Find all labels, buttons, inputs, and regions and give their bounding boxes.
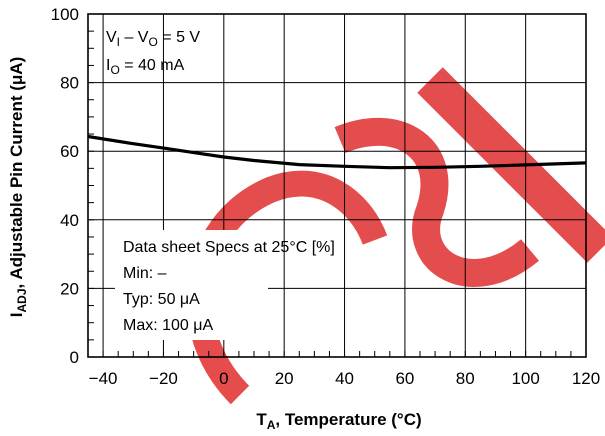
- series-line: [87, 134, 587, 170]
- x-tick-label: −20: [149, 369, 178, 388]
- x-tick-label: 40: [335, 369, 354, 388]
- x-tick-label: −40: [89, 369, 118, 388]
- y-tick-label: 60: [60, 142, 79, 161]
- specs-max: Max: 100 μA: [123, 317, 213, 334]
- x-tick-label: 100: [511, 369, 539, 388]
- condition-voltage: VI – VO = 5 V: [106, 29, 200, 49]
- x-tick-label: 20: [275, 369, 294, 388]
- x-tick-label: 80: [456, 369, 475, 388]
- y-tick-label: 40: [60, 211, 79, 230]
- x-tick-label: 0: [219, 369, 228, 388]
- y-tick-label: 100: [51, 5, 79, 24]
- x-tick-label: 60: [395, 369, 414, 388]
- y-tick-label: 80: [60, 74, 79, 93]
- y-tick-labels: 0 20 40 60 80 100: [51, 5, 79, 367]
- x-axis-label: TA, Temperature (°C): [256, 410, 421, 432]
- x-tick-label: 120: [572, 369, 600, 388]
- specs-typ: Typ: 50 μA: [123, 291, 200, 308]
- specs-min: Min: –: [123, 265, 167, 282]
- condition-current: IO = 40 mA: [106, 57, 185, 77]
- x-tick-labels: −40 −20 0 20 40 60 80 100 120: [89, 369, 601, 388]
- minor-ticks: [87, 13, 587, 358]
- y-axis-label: IADJ, Adjustable Pin Current (μA): [7, 57, 29, 317]
- y-tick-label: 0: [70, 348, 79, 367]
- specs-title: Data sheet Specs at 25°C [%]: [123, 239, 335, 256]
- watermark-stroke-s: [334, 117, 539, 287]
- y-tick-label: 20: [60, 279, 79, 298]
- specs-box: [115, 230, 268, 340]
